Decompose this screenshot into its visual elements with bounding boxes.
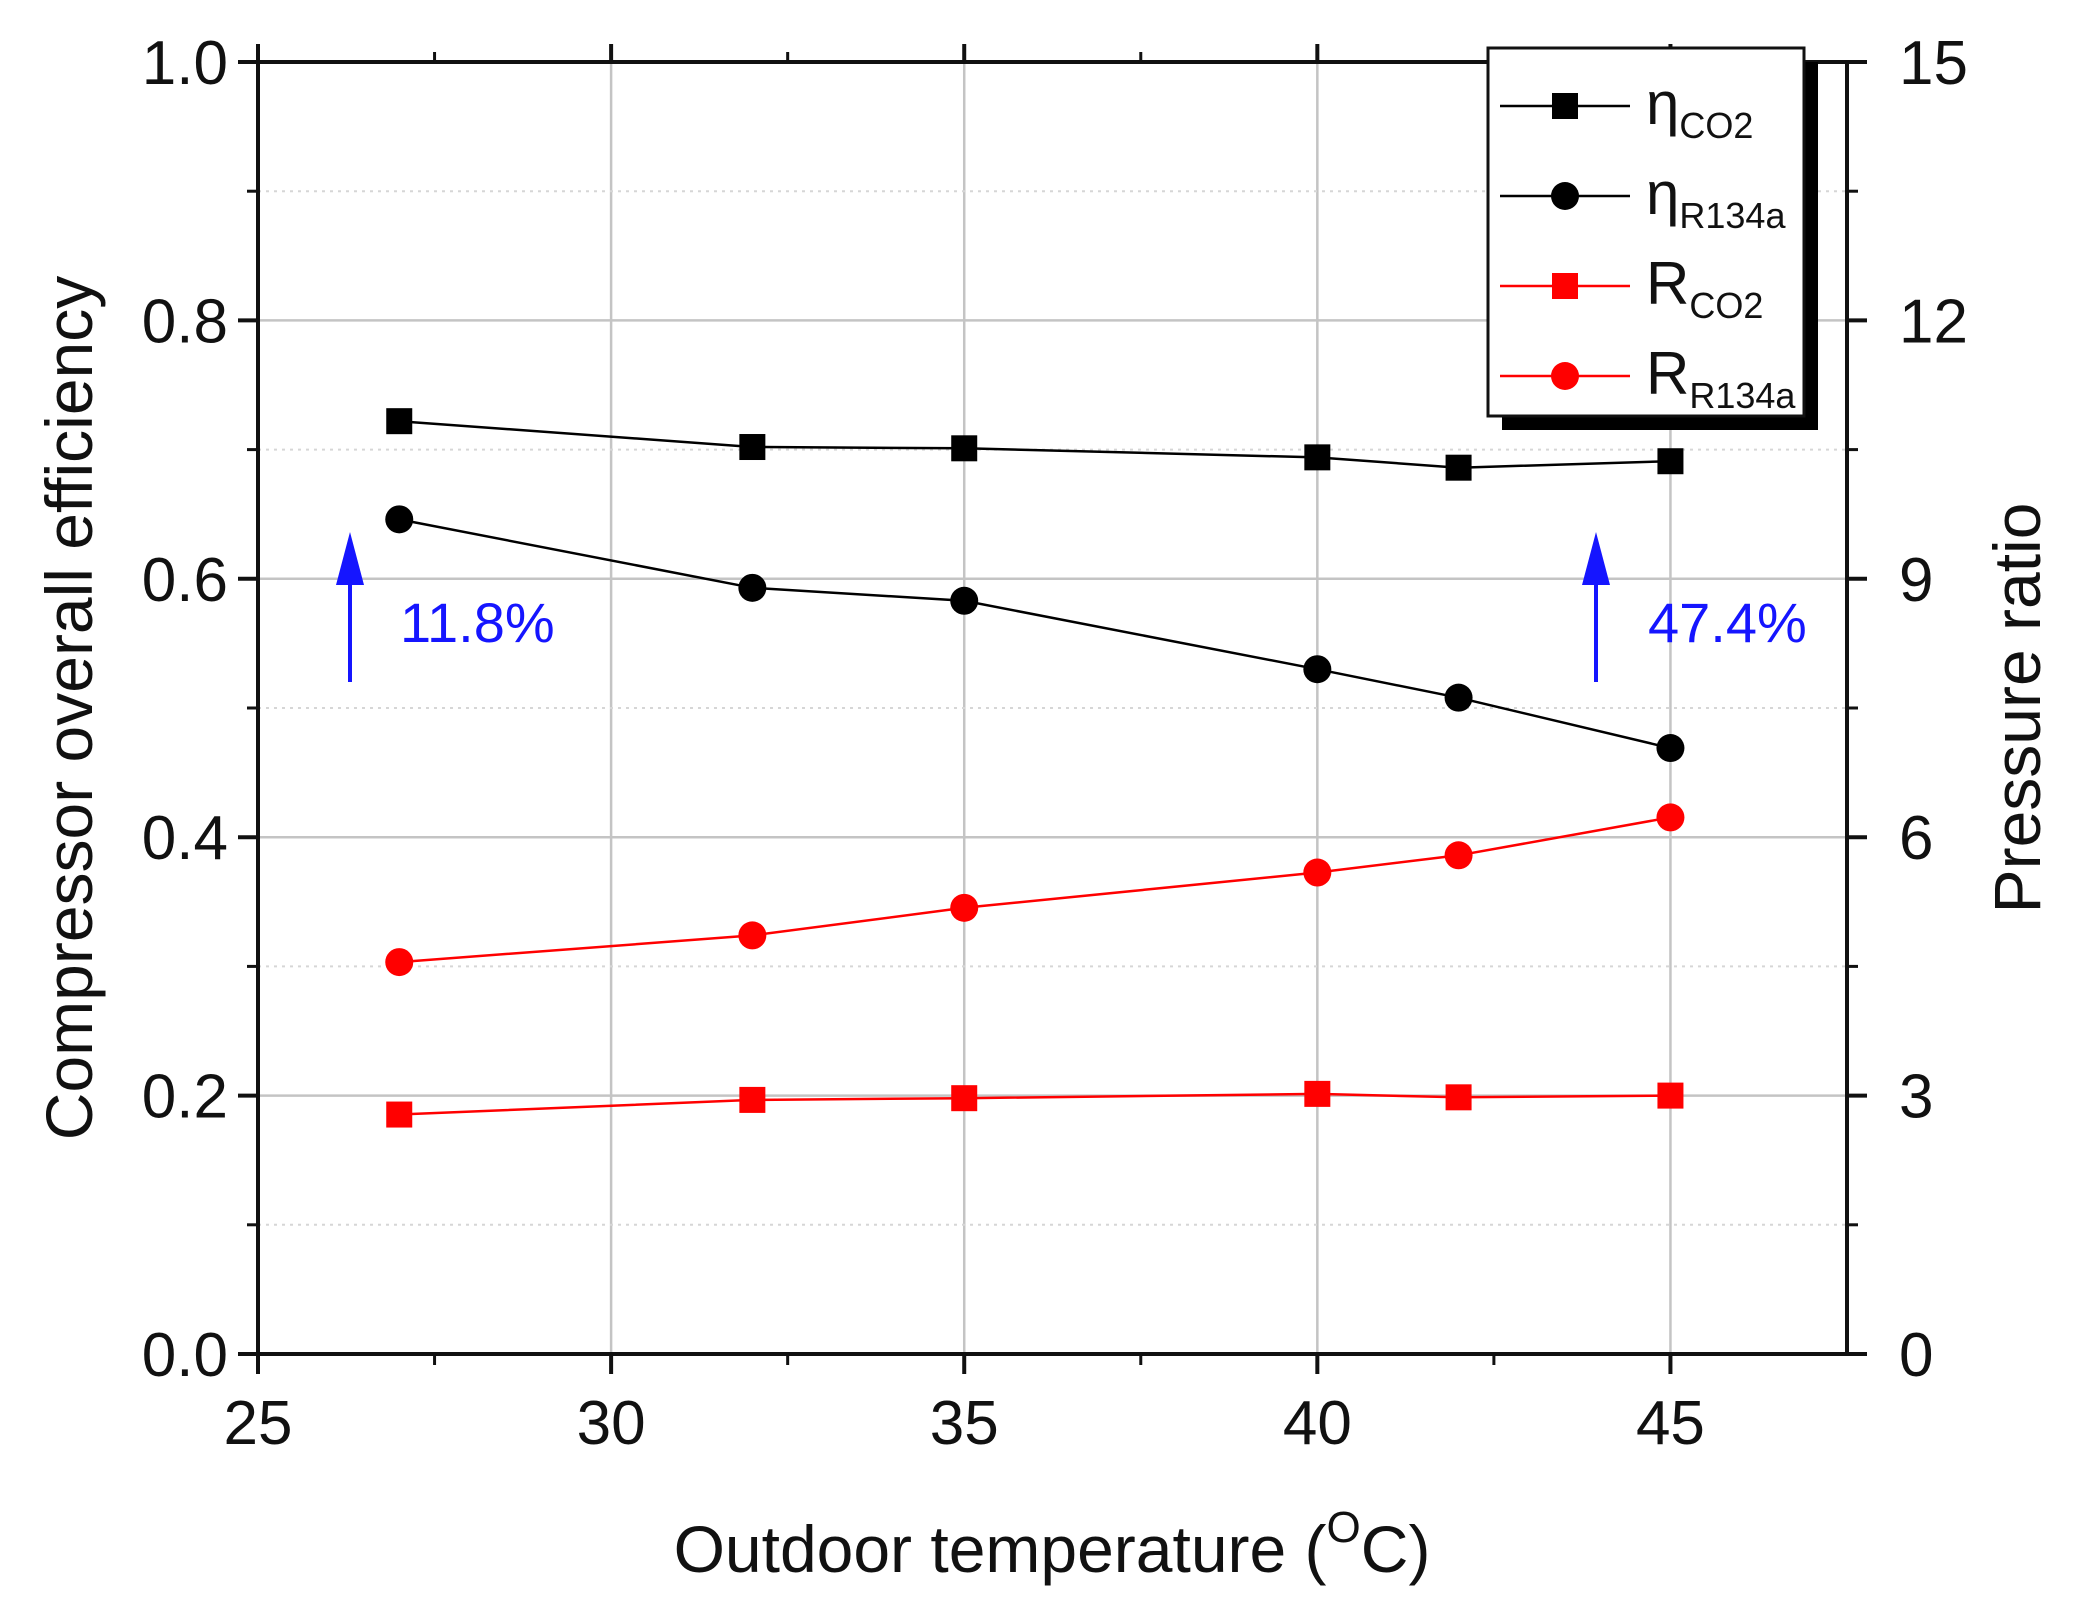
legend-entry: ηR134a	[1500, 160, 1786, 236]
series-line	[399, 419, 1671, 469]
series-R-CO2	[386, 1080, 1684, 1128]
data-point-square	[739, 434, 766, 461]
data-point-square	[1657, 448, 1684, 475]
x-tick-label: 45	[1636, 1389, 1705, 1458]
legend-marker-circle	[1551, 182, 1579, 210]
y-left-tick-label: 1.0	[142, 29, 228, 98]
x-tick-label: 25	[224, 1389, 293, 1458]
annotation-0: 11.8%	[336, 532, 555, 682]
data-point-circle	[1656, 734, 1685, 763]
annotation-label: 11.8%	[400, 591, 555, 654]
legend-entry: RR134a	[1500, 340, 1796, 416]
data-point-circle	[1656, 803, 1685, 832]
data-point-square	[386, 1101, 413, 1128]
series-line	[399, 1092, 1671, 1116]
y-right-tick-label: 15	[1899, 29, 1968, 98]
legend-label-subscript: R134a	[1689, 375, 1796, 416]
data-point-circle	[738, 921, 767, 950]
legend-label: RR134a	[1646, 340, 1796, 416]
series-η-R134a	[385, 505, 1685, 763]
legend-box	[1486, 46, 1806, 418]
y-left-tick-label: 0.4	[142, 804, 228, 873]
series-line	[399, 816, 1671, 964]
data-point-circle	[1444, 683, 1473, 712]
legend-marker-square	[1552, 273, 1578, 299]
x-axis-title-main: Outdoor temperature (	[674, 1512, 1327, 1586]
y-right-axis-title: Pressure ratio	[1980, 503, 2054, 914]
x-axis-title-superscript: O	[1327, 1503, 1361, 1552]
y-left-tick-label: 0.2	[142, 1063, 228, 1132]
x-tick-label: 40	[1283, 1389, 1352, 1458]
series-R-R134a	[385, 803, 1685, 977]
legend-marker-circle	[1551, 362, 1579, 390]
annotation-1: 47.4%	[1582, 532, 1807, 682]
y-right-tick-label: 12	[1899, 287, 1968, 356]
legend-label-main: η	[1646, 70, 1679, 137]
legend-label-subscript: CO2	[1689, 285, 1763, 326]
y-left-tick-label: 0.8	[142, 287, 228, 356]
series-line	[398, 518, 1671, 750]
y-right-tick-label: 6	[1899, 804, 1933, 873]
legend-label-subscript: CO2	[1679, 105, 1753, 146]
data-point-circle	[738, 573, 767, 602]
legend-label-main: R	[1646, 340, 1689, 407]
data-point-circle	[1303, 858, 1332, 887]
data-point-square	[1304, 1080, 1331, 1107]
data-point-square	[386, 408, 413, 435]
grid	[258, 62, 1847, 1354]
data-point-circle	[950, 893, 979, 922]
x-tick-label: 30	[577, 1389, 646, 1458]
series-group	[385, 408, 1685, 1128]
data-point-circle	[950, 586, 979, 615]
y-left-axis-title: Compressor overall efficiency	[32, 276, 106, 1140]
legend-entry: ηCO2	[1500, 70, 1753, 146]
data-point-square	[1304, 444, 1331, 471]
data-point-circle	[1444, 841, 1473, 870]
data-point-square	[1445, 1084, 1472, 1111]
y-right-tick-label: 3	[1899, 1063, 1933, 1132]
axes: 25 30 35 40 45 0.0 0.2 0.4 0.6 0.8 1.0 0 3 6 9 12 15	[142, 29, 1968, 1458]
data-point-square	[951, 435, 978, 462]
series-η-CO2	[386, 408, 1684, 481]
x-tick-label: 35	[930, 1389, 999, 1458]
y-right-tick-label: 0	[1899, 1321, 1933, 1390]
data-point-square	[1657, 1082, 1684, 1109]
legend-marker-square	[1552, 93, 1578, 119]
data-point-square	[1445, 454, 1472, 481]
x-axis-title-end: C)	[1361, 1512, 1431, 1586]
data-point-circle	[1303, 655, 1332, 684]
data-point-square	[951, 1085, 978, 1112]
legend-label: RCO2	[1646, 250, 1763, 326]
annotation-label: 47.4%	[1648, 591, 1807, 654]
legend-label: ηCO2	[1646, 70, 1753, 146]
legend-entry: RCO2	[1500, 250, 1763, 326]
data-point-square	[739, 1086, 766, 1113]
legend-label-main: R	[1646, 250, 1689, 317]
annotation-arrow-head	[1582, 532, 1610, 585]
annotation-arrow-head	[336, 532, 364, 585]
annotations: 11.8% 47.4%	[336, 532, 1807, 682]
legend-label-main: η	[1646, 160, 1679, 227]
y-left-tick-label: 0.6	[142, 546, 228, 615]
data-point-circle	[385, 948, 414, 977]
legend-label-subscript: R134a	[1679, 195, 1786, 236]
x-axis-title: Outdoor temperature (OC)	[674, 1503, 1431, 1586]
legend-label: ηR134a	[1646, 160, 1786, 236]
y-right-tick-label: 9	[1899, 546, 1933, 615]
y-left-tick-label: 0.0	[142, 1321, 228, 1390]
data-point-circle	[385, 505, 414, 534]
